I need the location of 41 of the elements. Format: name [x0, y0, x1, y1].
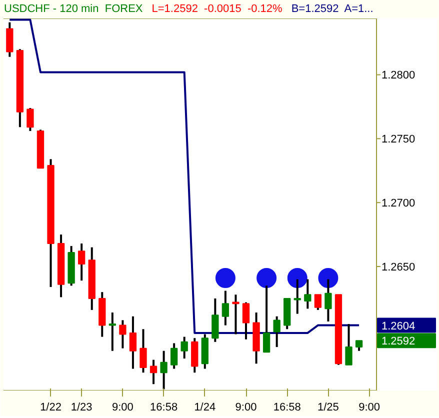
candlestick	[273, 315, 280, 348]
x-tick-label: 1/23	[70, 402, 92, 414]
x-tick-label: 1/25	[318, 402, 339, 414]
candlestick	[140, 328, 147, 374]
candlestick	[324, 278, 332, 322]
candlestick	[6, 21, 14, 58]
candlestick	[345, 323, 352, 366]
candlestick	[232, 294, 240, 336]
x-tick-label: 16:58	[273, 402, 301, 414]
candlestick	[262, 284, 270, 354]
candlestick	[212, 297, 219, 343]
x-tick-label: 9:00	[358, 402, 380, 414]
candlestick	[26, 106, 34, 132]
text: L=1.2592 -0.0015 -0.12%	[152, 3, 282, 15]
candlestick	[355, 340, 363, 352]
x-tick-label: 9:00	[112, 402, 134, 414]
x-tick-label: 1/22	[40, 402, 62, 414]
candlestick	[160, 350, 168, 390]
candlestick	[170, 342, 178, 370]
x-tick-label: 1/24	[194, 402, 216, 414]
chart-title: USDCHF - 120 min FOREX	[4, 3, 143, 15]
candlestick	[78, 242, 86, 282]
candlestick	[150, 358, 158, 386]
candlestick	[180, 336, 188, 360]
candlestick	[108, 312, 116, 352]
text: B=1.2592 A=1...	[291, 3, 374, 15]
candlestick	[119, 319, 126, 350]
candlestick	[314, 294, 322, 311]
x-tick-label: 9:00	[235, 402, 257, 414]
text: 1.2592	[382, 336, 416, 348]
candlestick	[304, 278, 312, 310]
candlestick	[222, 290, 230, 326]
y-tick-label: 1.2750	[382, 134, 416, 146]
candlestick	[294, 278, 301, 315]
y-tick-label: 1.2650	[382, 262, 416, 274]
text: 1.2604	[382, 320, 416, 332]
y-tick-label: 1.2700	[382, 198, 416, 210]
candlestick	[129, 315, 137, 370]
candlestick	[242, 301, 250, 340]
y-tick-label: 1.2800	[382, 70, 416, 82]
x-tick-label: 16:58	[150, 402, 178, 414]
